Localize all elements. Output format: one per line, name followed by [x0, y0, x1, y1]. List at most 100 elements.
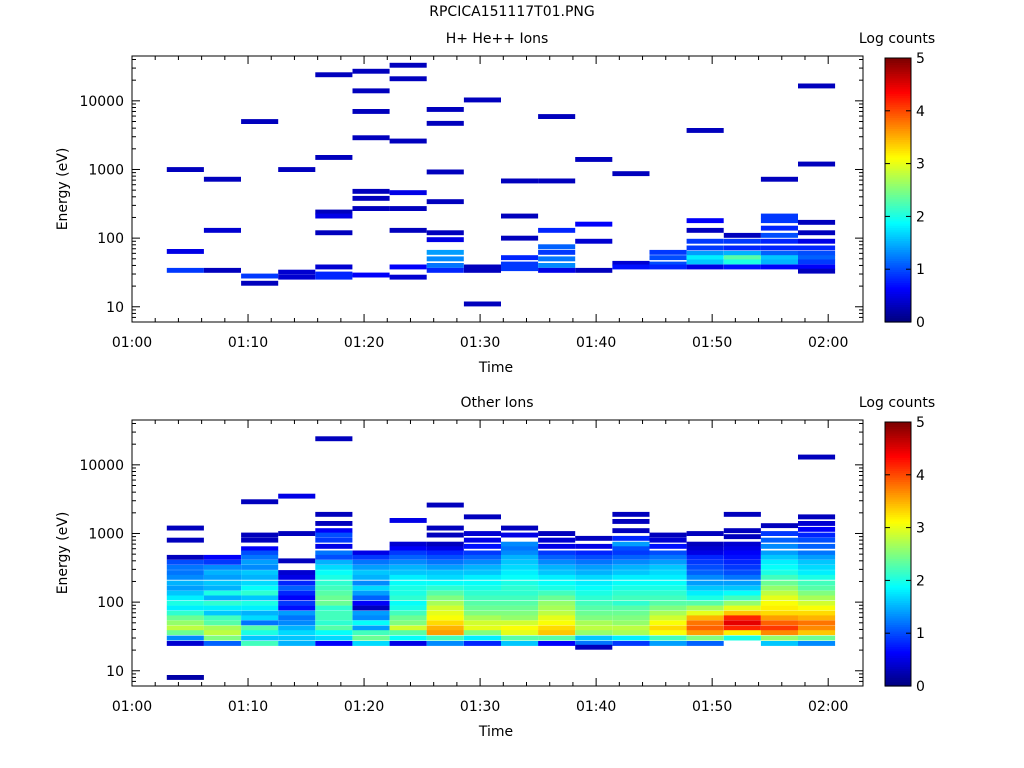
colorbar-segment [885, 315, 911, 319]
plot-frame [131, 419, 864, 687]
heatmap-cell [426, 532, 464, 538]
colorbar-segment [885, 600, 911, 603]
heatmap-cell [278, 605, 316, 611]
heatmap-cell [538, 559, 576, 565]
colorbar-segment [885, 115, 911, 118]
colorbar-segment [885, 510, 911, 513]
colorbar-segment [885, 234, 911, 237]
heatmap-cell [315, 574, 353, 580]
x-tick-label: 01:30 [460, 699, 500, 715]
heatmap-cell [723, 615, 761, 621]
colorbar-segment [885, 433, 911, 436]
heatmap-cell [426, 169, 464, 175]
heatmap-cell [315, 615, 353, 621]
heatmap-cell [575, 590, 613, 596]
colorbar-segment [885, 591, 911, 595]
heatmap-panel-2: 01:00 01:10 01:20 01:30 01:40 01:50 02:0010100… [55, 395, 935, 740]
colorbar-segment [885, 485, 911, 489]
colorbar-segment [885, 80, 911, 83]
heatmap-cell [166, 167, 204, 172]
heatmap-cell [463, 301, 501, 307]
heatmap-cell [166, 525, 204, 531]
heatmap-cell [686, 615, 724, 621]
y-tick-label: 100 [97, 231, 124, 247]
heatmap-cell [203, 615, 241, 621]
x-tick-label: 01:40 [576, 335, 616, 351]
heatmap-cell [575, 543, 613, 549]
heatmap-cell [723, 534, 761, 540]
heatmap-cell [426, 635, 464, 641]
heatmap-cell [760, 565, 798, 570]
heatmap-cell [686, 585, 724, 591]
heatmap-cell [538, 625, 576, 631]
colorbar-segment [885, 609, 911, 612]
colorbar-tick-label: 2 [916, 573, 925, 589]
heatmap-cell [686, 227, 724, 233]
heatmap-cell [649, 625, 687, 631]
colorbar-segment [885, 457, 911, 460]
heatmap-cell [389, 625, 427, 631]
heatmap-cell [649, 610, 687, 616]
colorbar-segment [885, 269, 911, 272]
colorbar-segment [885, 653, 911, 656]
heatmap-cell [760, 574, 798, 580]
heatmap-cell [389, 550, 427, 556]
colorbar-tick-label: 1 [916, 626, 925, 642]
colorbar-segment [885, 527, 911, 531]
colorbar-segment [885, 430, 911, 434]
heatmap-cell [501, 550, 539, 556]
heatmap-cell [352, 68, 390, 74]
heatmap-cell [798, 526, 836, 532]
heatmap-cell [723, 590, 761, 596]
colorbar-segment [885, 540, 911, 544]
heatmap-cell [798, 238, 836, 244]
heatmap-cell [649, 532, 687, 538]
heatmap-cell [501, 595, 539, 601]
heatmap-cell [723, 580, 761, 586]
heatmap-cell [315, 264, 353, 270]
heatmap-cell [278, 493, 316, 499]
heatmap-cell [315, 554, 353, 560]
colorbar-segment [885, 611, 911, 614]
heatmap-cell [501, 255, 539, 261]
heatmap-cell [278, 630, 316, 636]
heatmap-cell [649, 590, 687, 596]
heatmap-cell [686, 259, 724, 265]
heatmap-cell [798, 595, 836, 601]
colorbar-segment [885, 124, 911, 127]
colorbar-segment [885, 203, 911, 206]
colorbar-segment [885, 626, 911, 630]
colorbar-segment [885, 119, 911, 123]
heatmap-cell [463, 625, 501, 631]
heatmap-cell [686, 630, 724, 636]
colorbar-segment [885, 573, 911, 577]
heatmap-panel-1: 01:00 01:10 01:20 01:30 01:40 01:50 02:0010100… [55, 31, 935, 376]
heatmap-cell [686, 570, 724, 575]
heatmap-cell [649, 615, 687, 621]
heatmap-cell [798, 620, 836, 626]
heatmap-cell [426, 585, 464, 591]
heatmap-cell [501, 266, 539, 272]
heatmap-cell [426, 546, 464, 552]
colorbar-segment [885, 576, 911, 579]
heatmap-cell [501, 605, 539, 611]
heatmap-cell [426, 559, 464, 565]
heatmap-cell [798, 600, 836, 606]
colorbar-segment [885, 532, 911, 535]
heatmap-cell [203, 625, 241, 631]
heatmap-cell [426, 267, 464, 273]
heatmap-cell [760, 218, 798, 224]
heatmap-cell [538, 531, 576, 536]
heatmap-cell [426, 237, 464, 243]
heatmap-cell [760, 590, 798, 596]
heatmap-cell [501, 541, 539, 547]
heatmap-cell [501, 615, 539, 621]
heatmap-cell [798, 537, 836, 543]
heatmap-cell [575, 238, 613, 244]
colorbar-segment [885, 422, 911, 425]
heatmap-cell [352, 595, 390, 601]
heatmap-cell [612, 630, 650, 636]
heatmap-cell [798, 625, 836, 631]
heatmap-cell [575, 157, 613, 162]
heatmap-cell [723, 620, 761, 626]
